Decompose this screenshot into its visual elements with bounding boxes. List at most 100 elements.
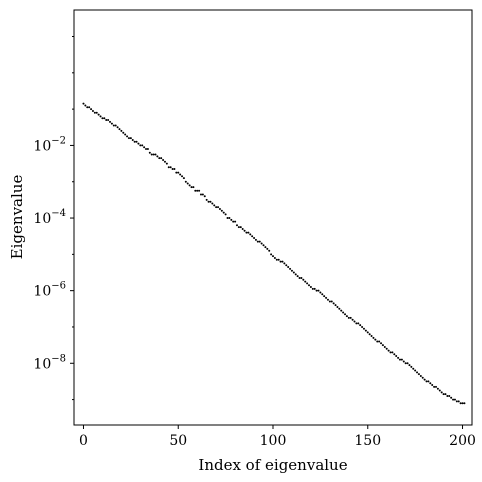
data-point: [370, 335, 373, 338]
data-point: [184, 180, 187, 183]
data-point: [213, 204, 216, 207]
data-point: [95, 111, 98, 114]
y-tick-label-base: 10: [33, 284, 51, 300]
data-point: [427, 380, 430, 383]
data-point: [82, 102, 85, 105]
data-point: [461, 402, 464, 405]
data-point: [362, 327, 365, 330]
data-point: [133, 140, 136, 143]
data-point: [218, 207, 221, 210]
data-point: [141, 144, 144, 147]
data-point: [332, 302, 335, 305]
data-point: [317, 289, 320, 292]
data-point: [158, 157, 161, 160]
data-point: [419, 374, 422, 377]
data-point: [101, 117, 104, 120]
data-point: [349, 316, 352, 319]
data-point: [359, 324, 362, 327]
data-point: [163, 160, 166, 163]
data-point: [122, 131, 125, 134]
data-point: [109, 120, 112, 123]
data-point: [249, 233, 252, 236]
data-point: [146, 148, 149, 151]
data-point: [199, 193, 202, 196]
data-point: [181, 175, 184, 178]
data-point: [304, 280, 307, 283]
data-point: [152, 153, 155, 156]
data-point: [127, 137, 130, 140]
data-point: [84, 104, 87, 107]
data-point: [235, 224, 238, 227]
data-point: [260, 242, 263, 245]
data-point: [220, 209, 223, 212]
data-point: [298, 276, 301, 279]
data-point: [126, 135, 129, 138]
data-point: [205, 198, 208, 201]
data-point: [285, 264, 288, 267]
y-tick-label-exponent: −8: [51, 353, 66, 364]
data-point: [325, 296, 328, 299]
data-point: [357, 322, 360, 325]
data-point: [190, 186, 193, 189]
data-point: [436, 387, 439, 390]
data-point: [292, 271, 295, 274]
data-point: [272, 255, 274, 258]
data-point: [169, 166, 172, 169]
data-point: [196, 189, 199, 192]
data-point: [423, 378, 426, 381]
data-point: [173, 168, 176, 171]
data-point: [254, 238, 257, 241]
data-point: [416, 371, 419, 374]
y-tick-label: 10−2: [33, 135, 66, 154]
data-point: [266, 247, 269, 250]
data-point: [228, 217, 231, 220]
data-point: [319, 291, 322, 294]
data-point: [194, 189, 197, 192]
data-point: [450, 396, 453, 399]
data-point: [186, 182, 189, 185]
data-point: [226, 217, 229, 220]
data-point: [118, 128, 121, 131]
data-point: [374, 338, 377, 341]
data-point: [86, 106, 89, 109]
data-point: [448, 394, 451, 397]
data-point: [425, 380, 428, 383]
data-point: [110, 122, 113, 125]
data-point: [308, 284, 311, 287]
y-axis-ticks: 10−210−410−610−8: [33, 36, 74, 401]
data-point: [414, 369, 417, 372]
data-point: [241, 227, 244, 230]
data-point: [182, 177, 185, 180]
y-tick-label-base: 10: [33, 211, 51, 227]
data-point: [192, 186, 195, 189]
data-point: [381, 344, 384, 347]
data-point: [139, 144, 142, 147]
data-point: [135, 140, 138, 143]
data-point: [391, 351, 394, 354]
data-point: [338, 307, 341, 310]
data-point: [237, 226, 240, 229]
y-tick-label-exponent: −4: [51, 208, 66, 219]
data-point: [230, 218, 233, 221]
data-point: [270, 253, 273, 256]
data-point: [311, 287, 314, 290]
y-tick-label-base: 10: [33, 356, 51, 372]
data-point: [279, 260, 282, 263]
data-point: [290, 269, 293, 272]
data-point: [277, 258, 280, 261]
data-point: [385, 347, 388, 350]
data-point: [256, 240, 259, 243]
data-point: [444, 393, 447, 396]
data-point: [393, 353, 396, 356]
data-point: [268, 249, 271, 252]
data-point: [253, 237, 256, 240]
data-point: [321, 293, 324, 296]
data-point: [402, 360, 405, 363]
data-point: [300, 276, 303, 279]
data-point: [188, 184, 191, 187]
data-point: [97, 113, 100, 116]
y-tick-label-base: 10: [33, 138, 51, 154]
data-point: [376, 340, 379, 343]
data-point: [387, 349, 390, 352]
